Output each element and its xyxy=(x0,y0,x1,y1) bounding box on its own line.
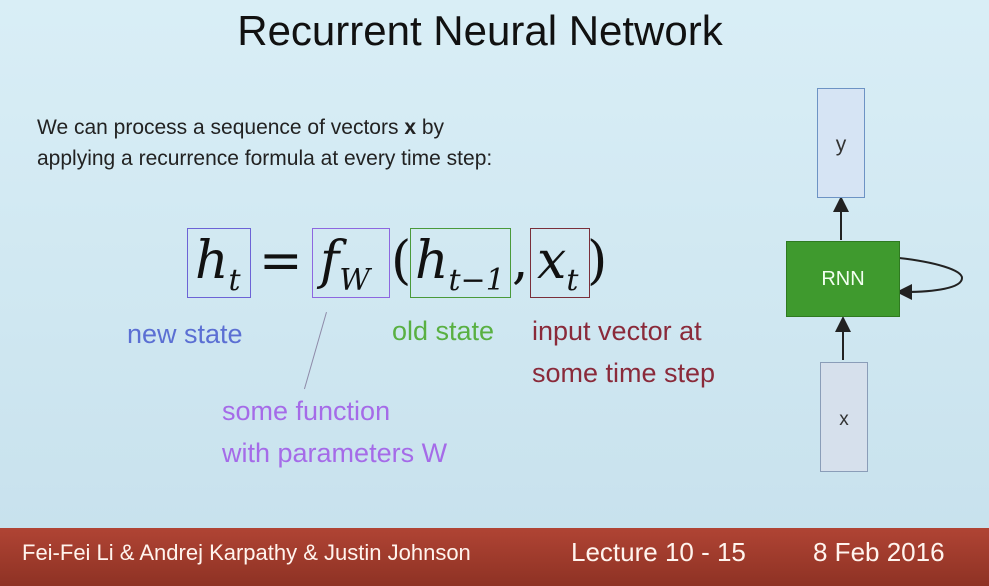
label-input-line-1: input vector at xyxy=(532,316,702,346)
term-h-t: ht xyxy=(195,231,241,298)
h-symbol: h xyxy=(195,231,229,291)
intro-line-2: applying a recurrence formula at every t… xyxy=(37,147,493,170)
input-box-x: x xyxy=(820,362,868,472)
label-function-line-2: with parameters W xyxy=(222,438,448,468)
footer-authors: Fei-Fei Li & Andrej Karpathy & Justin Jo… xyxy=(22,540,471,565)
recurrent-loop-arrow xyxy=(896,257,964,300)
slide-footer: Fei-Fei Li & Andrej Karpathy & Justin Jo… xyxy=(0,528,989,586)
intro-line-1: We can process a sequence of vectors x b… xyxy=(37,112,597,143)
x-symbol: x xyxy=(537,231,567,291)
h-prev-symbol: h xyxy=(415,231,449,291)
label-function-line-1: some function xyxy=(222,396,391,426)
old-state-box xyxy=(410,228,511,298)
function-box xyxy=(312,228,390,298)
f-subscript: W xyxy=(339,263,371,298)
h-subscript: t xyxy=(228,263,241,298)
label-function: some function with parameters W xyxy=(222,390,447,474)
rnn-cell: RNN xyxy=(786,241,900,317)
slide-title: Recurrent Neural Network xyxy=(237,7,723,54)
input-box xyxy=(530,228,590,298)
x-subscript: t xyxy=(566,263,579,298)
term-h-prev: ht−1 xyxy=(415,231,505,298)
f-symbol: f xyxy=(320,231,340,291)
output-box-y: y xyxy=(817,88,865,198)
label-old-state: old state xyxy=(392,316,495,346)
term-f-w: fW xyxy=(320,231,370,298)
footer-lecture: Lecture 10 - 15 xyxy=(571,537,746,567)
label-input-vector: input vector at some time step xyxy=(532,310,715,394)
h-prev-subscript: t−1 xyxy=(448,263,505,298)
label-new-state: new state xyxy=(127,319,243,349)
footer-date: 8 Feb 2016 xyxy=(813,537,945,567)
intro-line-1-suffix: by xyxy=(416,116,445,139)
new-state-box xyxy=(187,228,251,298)
term-x-t: xt xyxy=(537,231,578,298)
equals-sign: = xyxy=(259,231,303,291)
intro-line-1-prefix: We can process a sequence of vectors xyxy=(37,116,405,139)
intro-vector-x: x xyxy=(404,116,416,139)
comma: , xyxy=(512,231,529,291)
open-paren: ( xyxy=(391,231,412,291)
label-input-line-2: some time step xyxy=(532,358,716,388)
close-paren: ) xyxy=(587,231,608,291)
intro-text: We can process a sequence of vectors x b… xyxy=(37,112,597,174)
